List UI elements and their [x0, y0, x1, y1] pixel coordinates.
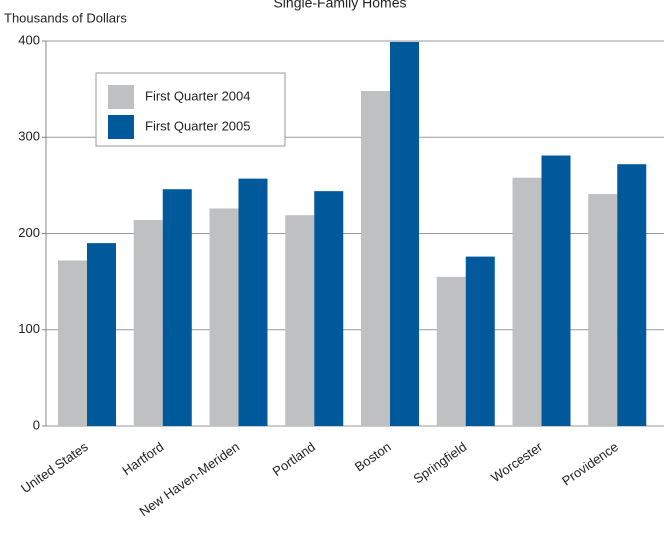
bar	[617, 164, 647, 426]
x-tick-label: Worcester	[488, 439, 545, 486]
x-tick-label: Portland	[270, 439, 318, 479]
y-tick-label: 0	[33, 417, 40, 432]
x-tick-label: United States	[18, 439, 91, 496]
y-tick-label: 300	[18, 129, 40, 144]
bar	[285, 215, 315, 426]
bar	[314, 191, 344, 426]
bar	[58, 260, 87, 426]
x-tick-label: Springfield	[411, 439, 470, 487]
y-axis-label: Thousands of Dollars	[4, 10, 127, 25]
legend-swatch	[108, 85, 134, 109]
bar	[209, 208, 239, 426]
y-tick-label: 200	[18, 225, 40, 240]
bar	[87, 243, 116, 426]
bar	[541, 155, 571, 426]
bar	[133, 220, 163, 426]
bar	[361, 91, 390, 427]
x-tick-label: Boston	[352, 439, 394, 475]
bar	[465, 256, 495, 426]
x-tick-label: Hartford	[119, 439, 166, 478]
chart-title: Single-Family Homes	[273, 0, 406, 11]
bar	[436, 276, 466, 426]
y-tick-label: 400	[18, 32, 40, 47]
y-tick-label: 100	[18, 321, 40, 336]
x-tick-label: Providence	[559, 439, 621, 489]
legend-swatch	[108, 115, 134, 139]
bar	[238, 178, 268, 426]
bar	[162, 189, 192, 426]
legend-label: First Quarter 2005	[145, 118, 251, 133]
bar	[588, 194, 618, 426]
legend-label: First Quarter 2004	[145, 88, 251, 103]
bar	[512, 177, 542, 426]
bar	[390, 41, 419, 427]
